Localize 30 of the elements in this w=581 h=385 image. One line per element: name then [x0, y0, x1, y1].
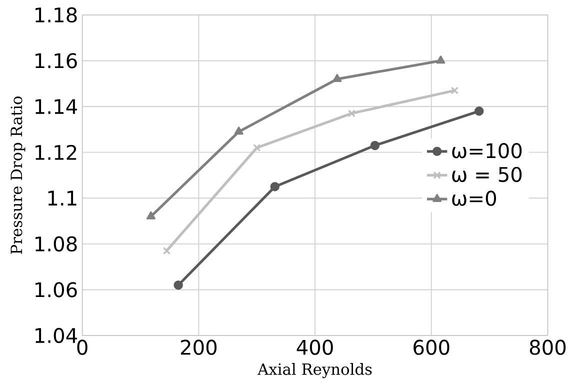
x-tick-label: 400	[296, 339, 333, 355]
y-tick-label: 1.04	[36, 328, 78, 343]
y-tick-label: 1.06	[36, 282, 77, 298]
point	[436, 55, 446, 64]
y-tick-label: 1.14	[36, 98, 78, 114]
y-tick-label: 1.18	[36, 7, 77, 22]
y-tick-label: 1.16	[36, 52, 77, 68]
y-tick-label: 1.12	[36, 144, 76, 160]
point	[332, 74, 342, 82]
x-tick-label: 200	[180, 339, 217, 355]
x-tick-label: 600	[414, 339, 450, 355]
point	[253, 144, 261, 152]
legend-label: ω=100	[452, 142, 522, 158]
point	[234, 126, 244, 134]
x-axis-title: Axial Reynolds	[257, 362, 372, 378]
x-tick-label: 800	[530, 339, 566, 355]
point	[146, 211, 156, 220]
point	[474, 106, 484, 116]
point	[370, 140, 380, 150]
y-tick-label: 1.08	[36, 236, 77, 252]
point	[270, 182, 280, 192]
point	[348, 109, 356, 117]
point	[450, 86, 458, 94]
y-tick-label: 1.1	[48, 190, 76, 206]
point	[162, 246, 171, 254]
x-tick-label: 0	[77, 339, 88, 355]
y-axis-title: Pressure Drop Ratio	[10, 96, 26, 254]
point	[174, 280, 183, 290]
legend-label: ω = 50	[452, 166, 522, 182]
legend-label: ω=0	[452, 190, 496, 206]
